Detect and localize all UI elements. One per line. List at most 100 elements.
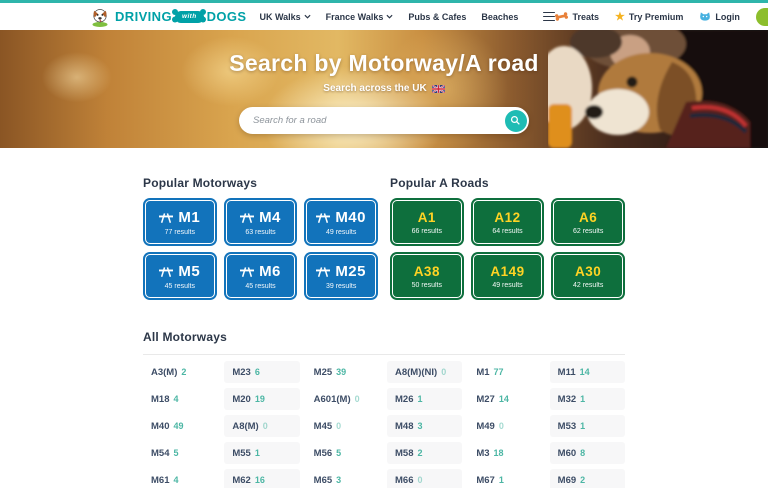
road-name: M60 (557, 447, 577, 459)
motorway-list-item[interactable]: M3 18 (468, 442, 543, 464)
road-name: A12 (494, 209, 521, 225)
walk-count: 2 (580, 475, 586, 485)
walk-count: 5 (336, 448, 342, 458)
motorway-list-item[interactable]: M62 16 (224, 469, 300, 488)
login-link[interactable]: Login (699, 11, 740, 22)
motorway-badge[interactable]: M40 49 results (306, 200, 376, 244)
road-name: M66 (395, 474, 414, 486)
motorway-list-item[interactable]: M55 1 (224, 442, 300, 464)
walk-count: 4 (173, 475, 179, 485)
motorway-list-item[interactable]: M67 1 (468, 469, 543, 488)
motorway-list-item[interactable]: M53 1 (549, 415, 625, 437)
aroad-badge[interactable]: A149 49 results (472, 254, 543, 298)
road-name: M1 (178, 208, 201, 226)
motorway-badge[interactable]: M25 39 results (306, 254, 376, 298)
result-count: 49 results (325, 228, 357, 236)
walk-count: 14 (579, 367, 590, 377)
motorway-badge[interactable]: M4 63 results (225, 200, 296, 244)
motorway-list-item[interactable]: M18 4 (143, 388, 218, 410)
motorway-list-item[interactable]: A3(M) 2 (143, 361, 218, 383)
motorway-list-item[interactable]: M66 0 (387, 469, 463, 488)
top-navbar: DRIVING with DOGS UK Walks France Walks … (0, 0, 768, 30)
result-count: 45 results (245, 282, 276, 290)
result-count: 63 results (245, 228, 276, 236)
motorway-list-item[interactable]: M65 3 (306, 469, 381, 488)
main-nav: UK Walks France Walks Pubs & Cafes Beach… (259, 11, 556, 22)
header-actions: Treats ★ Try Premium Login Join (555, 7, 768, 26)
nav-beaches[interactable]: Beaches (481, 11, 519, 22)
motorway-list-item[interactable]: M61 4 (143, 469, 218, 488)
road-name: M3 (476, 447, 490, 459)
hamburger-menu-icon[interactable] (543, 11, 556, 22)
motorway-badge[interactable]: M1 77 results (145, 200, 215, 244)
motorway-list-item[interactable]: M40 49 (143, 415, 218, 437)
search-button[interactable] (504, 109, 527, 132)
road-name: M56 (313, 447, 333, 459)
brand-word-dogs: DOGS (206, 9, 247, 24)
nav-france-walks[interactable]: France Walks (326, 12, 394, 22)
motorway-list-item[interactable]: M32 1 (549, 388, 625, 410)
walk-count: 4 (173, 394, 179, 404)
brand-logo[interactable]: DRIVING with DOGS (90, 7, 246, 27)
motorway-list-item[interactable]: M58 2 (387, 442, 463, 464)
nav-uk-walks[interactable]: UK Walks (259, 12, 311, 22)
result-count: 66 results (411, 227, 442, 235)
walk-count: 1 (580, 394, 586, 404)
walk-count: 0 (498, 421, 504, 431)
motorway-list-item[interactable]: M48 3 (387, 415, 463, 437)
walk-count: 77 (493, 367, 504, 377)
motorway-sign-icon (159, 266, 174, 277)
motorway-list-item[interactable]: M1 77 (468, 361, 543, 383)
motorway-list-item[interactable]: M23 6 (224, 361, 300, 383)
motorway-list-item[interactable]: M26 1 (387, 388, 463, 410)
motorway-list-item[interactable]: A8(M)(NI) 0 (387, 361, 463, 383)
aroad-badge[interactable]: A1 66 results (392, 200, 462, 244)
chevron-down-icon (386, 14, 393, 19)
motorway-list-item[interactable]: M69 2 (549, 469, 625, 488)
motorway-list-item[interactable]: M20 19 (224, 388, 300, 410)
motorway-badge[interactable]: M6 45 results (225, 254, 296, 298)
motorway-sign-icon (159, 212, 174, 223)
walk-count: 49 (173, 421, 184, 431)
motorway-sign-icon (316, 266, 331, 277)
aroad-badge[interactable]: A6 62 results (553, 200, 623, 244)
walk-count: 0 (336, 421, 342, 431)
road-name: M4 (259, 208, 281, 226)
search-input[interactable] (253, 115, 499, 126)
star-icon: ★ (614, 10, 625, 23)
treats-link[interactable]: Treats (555, 12, 599, 22)
motorway-list-item[interactable]: M25 39 (306, 361, 381, 383)
motorway-list-item[interactable]: A8(M) 0 (224, 415, 300, 437)
motorway-sign-icon (316, 212, 331, 223)
road-name: A8(M) (232, 420, 259, 432)
walk-count: 18 (493, 448, 504, 458)
motorway-list-item[interactable]: M11 14 (549, 361, 625, 383)
motorway-list-item[interactable]: M60 8 (549, 442, 625, 464)
walk-count: 8 (580, 448, 586, 458)
motorway-list-item[interactable]: A601(M) 0 (306, 388, 381, 410)
motorway-list-item[interactable]: M56 5 (306, 442, 381, 464)
all-motorways-heading: All Motorways (143, 330, 227, 344)
road-name: A601(M) (313, 393, 351, 405)
motorway-list-item[interactable]: M45 0 (306, 415, 381, 437)
brand-word-driving: DRIVING (115, 9, 172, 24)
walk-count: 16 (254, 475, 265, 485)
aroad-badge[interactable]: A30 42 results (553, 254, 623, 298)
result-count: 42 results (572, 281, 604, 289)
aroad-badge[interactable]: A12 64 results (472, 200, 543, 244)
dog-logo-icon (90, 7, 110, 27)
motorway-badge[interactable]: M5 45 results (145, 254, 215, 298)
result-count: 62 results (572, 227, 604, 235)
walk-count: 0 (417, 475, 423, 485)
walk-count: 5 (173, 448, 179, 458)
motorway-list-item[interactable]: M27 14 (468, 388, 543, 410)
motorway-list-item[interactable]: M54 5 (143, 442, 218, 464)
road-name: M69 (557, 474, 577, 486)
road-name: M58 (395, 447, 414, 459)
aroad-badge[interactable]: A38 50 results (392, 254, 462, 298)
road-name: M18 (151, 393, 170, 405)
join-button[interactable]: Join (755, 7, 768, 26)
nav-pubs-cafes[interactable]: Pubs & Cafes (408, 11, 467, 22)
motorway-list-item[interactable]: M49 0 (468, 415, 543, 437)
try-premium-link[interactable]: ★ Try Premium (614, 10, 684, 23)
